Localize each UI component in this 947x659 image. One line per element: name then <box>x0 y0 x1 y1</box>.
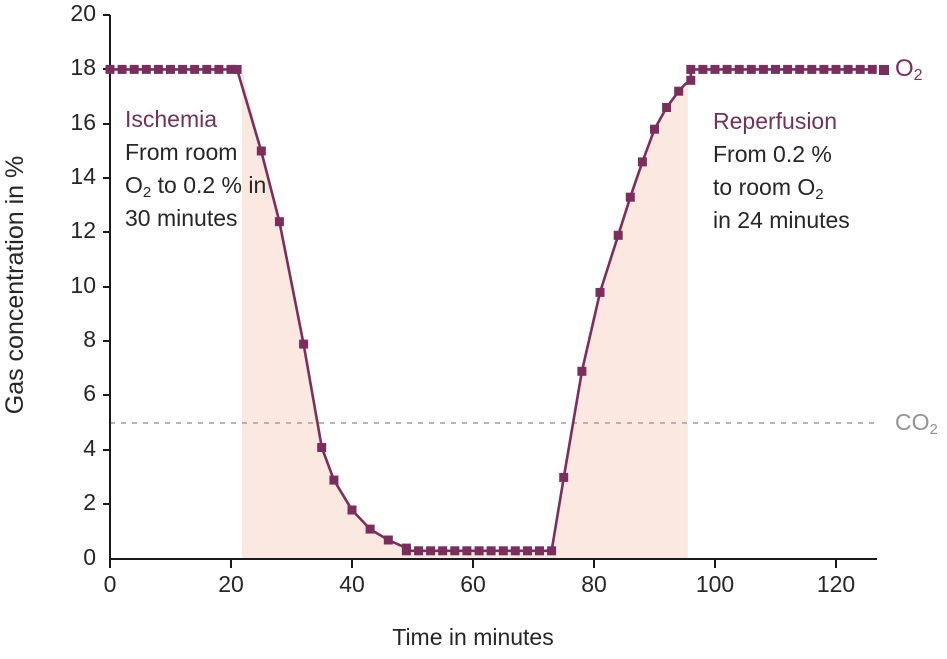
svg-text:60: 60 <box>460 571 486 597</box>
svg-text:30 minutes: 30 minutes <box>125 205 238 231</box>
svg-text:2: 2 <box>83 489 96 515</box>
svg-text:Time in minutes: Time in minutes <box>392 624 553 650</box>
svg-text:in 24 minutes: in 24 minutes <box>713 207 850 233</box>
svg-text:8: 8 <box>83 326 96 352</box>
svg-text:Ischemia: Ischemia <box>125 106 217 132</box>
svg-text:From room: From room <box>125 139 237 165</box>
svg-text:Reperfusion: Reperfusion <box>713 108 837 134</box>
svg-text:80: 80 <box>581 571 607 597</box>
svg-text:40: 40 <box>339 571 365 597</box>
svg-text:to room O2: to room O2 <box>713 174 824 203</box>
svg-text:Gas concentration in %: Gas concentration in % <box>1 156 29 414</box>
svg-text:0: 0 <box>83 544 96 570</box>
svg-text:18: 18 <box>70 54 96 80</box>
svg-text:120: 120 <box>817 571 855 597</box>
svg-text:100: 100 <box>696 571 734 597</box>
svg-text:20: 20 <box>218 571 244 597</box>
svg-text:20: 20 <box>70 0 96 26</box>
svg-text:From 0.2 %: From 0.2 % <box>713 141 832 167</box>
svg-text:0: 0 <box>104 571 117 597</box>
svg-text:12: 12 <box>70 217 96 243</box>
svg-text:4: 4 <box>83 435 96 461</box>
svg-text:10: 10 <box>70 272 96 298</box>
svg-text:6: 6 <box>83 380 96 406</box>
svg-text:16: 16 <box>70 109 96 135</box>
svg-text:14: 14 <box>70 163 96 189</box>
